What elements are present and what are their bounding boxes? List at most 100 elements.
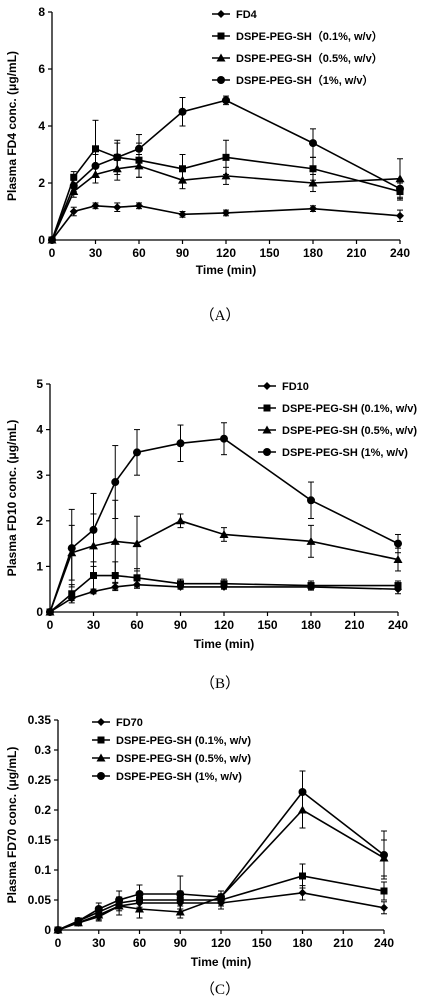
legend-label: DSPE-PEG-SH (1%, w/v)	[116, 771, 242, 783]
data-point	[94, 905, 103, 913]
data-point	[132, 539, 142, 548]
y-tick-label: 5	[36, 377, 43, 391]
data-point	[178, 107, 187, 116]
chart-b-plot: 0 1 2 3 4 5 0 30 60 90 120 150 180 210 240 Time (min) Pl…	[5, 377, 417, 651]
chart-a-svg: 0 2 4 6 8 0 30 60 90 120 150 180 210 240 Time (min) Pla…	[5, 5, 410, 277]
x-tick-label: 90	[176, 246, 190, 260]
legend-marker	[97, 772, 105, 780]
y-tick-label: 1	[36, 559, 43, 573]
data-point	[135, 890, 144, 898]
x-tick-label: 90	[174, 936, 188, 950]
legend-label: DSPE-PEG-SH (0.5%, w/v)	[116, 753, 251, 765]
y-tick-label: 0	[38, 233, 45, 247]
legend-label: FD10	[282, 381, 309, 393]
x-tick-label: 120	[216, 246, 236, 260]
chart-panel-b: 0 1 2 3 4 5 0 30 60 90 120 150 180 210 240 Time (min) Pl…	[0, 360, 440, 690]
data-point	[70, 173, 78, 181]
data-point	[48, 236, 56, 244]
data-point	[309, 139, 317, 148]
y-tick-label: 0	[44, 923, 51, 937]
legend-marker	[216, 53, 226, 62]
y-tick-label: 3	[36, 468, 43, 482]
x-tick-label: 0	[49, 246, 56, 260]
x-tick-label: 120	[214, 618, 234, 632]
y-tick-label: 0.1	[34, 863, 51, 877]
data-point	[69, 207, 78, 216]
data-point	[221, 171, 231, 180]
data-point	[222, 153, 230, 161]
data-point	[91, 161, 100, 170]
data-point	[219, 529, 229, 538]
data-point	[110, 536, 120, 545]
series-circle	[46, 422, 402, 616]
data-point	[380, 887, 388, 895]
data-point	[298, 788, 307, 796]
data-point	[396, 184, 404, 193]
series-circle	[54, 770, 388, 934]
legend-marker	[217, 76, 225, 84]
y-tick-label: 4	[38, 119, 45, 133]
data-point	[135, 201, 143, 210]
legend-label: FD70	[116, 717, 143, 729]
data-point	[178, 210, 187, 219]
legend-marker	[97, 736, 105, 744]
x-axis-label: Time (min)	[196, 263, 256, 277]
y-axis-label: Plasma FD4 conc. (μg/mL)	[5, 51, 19, 201]
y-tick-label: 6	[38, 62, 45, 76]
legend-marker	[97, 718, 105, 726]
data-point	[46, 608, 54, 616]
x-tick-label: 30	[92, 936, 106, 950]
data-point	[134, 161, 144, 170]
y-tick-label: 0.3	[34, 743, 51, 757]
data-point	[309, 204, 317, 213]
legend-label: DSPE-PEG-SH（1%, w/v）	[236, 74, 374, 87]
y-tick-label: 0.15	[28, 833, 52, 847]
chart-c-plot: 0 0.05 0.1 0.15 0.2 0.25 0.3 0.35 0 30 60 90 120 150 1…	[5, 713, 394, 969]
data-point	[217, 893, 225, 901]
series-triangle	[53, 791, 389, 934]
caption-a: （A）	[199, 308, 241, 324]
data-point	[133, 448, 141, 457]
x-axis-label: Time (min)	[194, 637, 254, 651]
x-tick-label: 240	[388, 618, 408, 632]
data-point	[92, 145, 99, 153]
y-tick-label: 8	[38, 5, 45, 19]
y-tick-label: 4	[36, 423, 43, 437]
data-point	[135, 144, 143, 153]
x-tick-label: 240	[374, 936, 394, 950]
series-triangle	[47, 154, 405, 244]
legend-label: DSPE-PEG-SH (0.1%, w/v)	[282, 403, 417, 415]
data-point	[68, 590, 76, 598]
data-point	[306, 536, 316, 545]
x-tick-label: 90	[174, 618, 188, 632]
legend-label: DSPE-PEG-SH (1%, w/v)	[282, 447, 408, 459]
x-tick-label: 0	[55, 936, 62, 950]
data-point	[111, 478, 120, 487]
chart-b-svg: 0 1 2 3 4 5 0 30 60 90 120 150 180 210 240 Time (min) Pl…	[5, 377, 417, 651]
data-point	[113, 203, 122, 212]
legend-marker	[263, 382, 271, 390]
data-point	[113, 153, 122, 162]
legend-label: FD4	[236, 9, 258, 21]
y-axis-label: Plasma FD70 conc. (μg/mL)	[5, 747, 19, 904]
data-point	[176, 516, 185, 525]
data-point	[380, 851, 388, 859]
series-diamond	[48, 201, 404, 244]
data-point	[89, 587, 98, 596]
data-point	[394, 582, 402, 590]
caption-b: （B）	[199, 676, 240, 692]
y-tick-label: 0.05	[28, 893, 52, 907]
data-point	[396, 211, 404, 220]
x-tick-label: 180	[301, 618, 321, 632]
x-axis-label: Time (min)	[191, 955, 251, 969]
series-circle	[48, 95, 404, 244]
data-point	[393, 555, 403, 564]
data-point	[220, 580, 228, 588]
data-point	[177, 580, 184, 588]
x-tick-label: 60	[132, 246, 146, 260]
legend-marker	[217, 32, 225, 40]
x-tick-label: 210	[344, 618, 364, 632]
data-point	[91, 201, 100, 210]
data-point	[309, 165, 317, 173]
legend-marker	[96, 753, 106, 762]
